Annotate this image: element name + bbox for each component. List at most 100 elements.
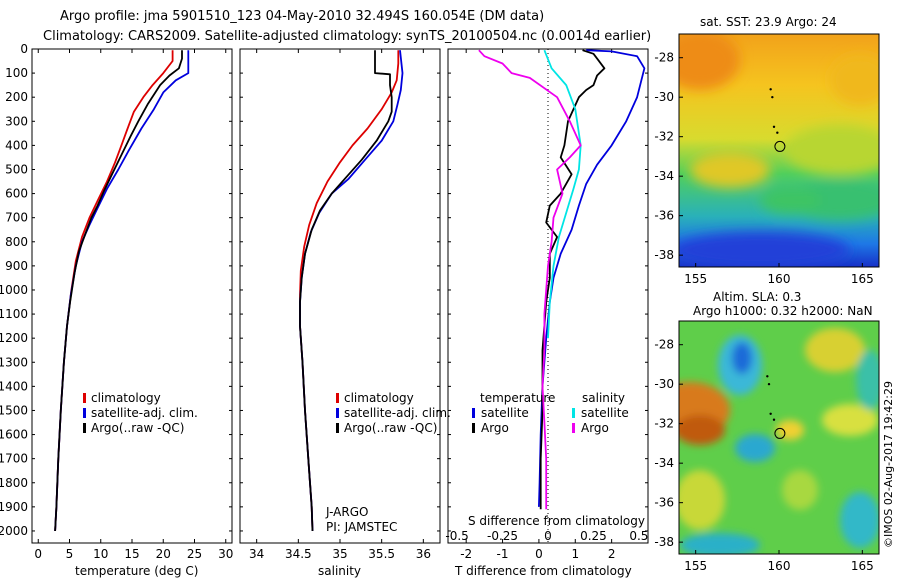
argo-track-dots — [766, 375, 776, 421]
sla-map-panel: Altim. SLA: 0.3 Argo h1000: 0.32 h2000: … — [654, 290, 880, 573]
temperature-profile-lines — [54, 50, 190, 532]
map-y-tick-label: -38 — [654, 535, 674, 549]
track-dot — [766, 375, 769, 378]
track-dot — [771, 95, 774, 99]
y-tick-label: 1900 — [0, 500, 28, 514]
map-y-tick-label: -28 — [654, 51, 674, 65]
s-tick-label: 0.25 — [580, 529, 607, 543]
x-tick-label: 34 — [249, 547, 264, 561]
sla-map-title: Altim. SLA: 0.3 — [713, 290, 801, 304]
figure-title-line1: Argo profile: jma 5901510_123 04-May-201… — [60, 9, 544, 24]
legend-label-satellite: satellite-adj. clim. — [91, 406, 198, 420]
series-line-climatology — [299, 50, 400, 532]
sla-field-patches — [679, 328, 879, 554]
x-tick-label: 0 — [34, 547, 42, 561]
legend-label-salinity-satellite: satellite — [581, 406, 629, 420]
x-tick-label: 0 — [535, 547, 543, 561]
salinity-profile-lines — [299, 50, 404, 532]
salinity-panel: 34 34.5 35 35.5 36 salinity climatology sate… — [239, 48, 451, 578]
legend-label-climatology: climatology — [91, 391, 161, 405]
imos-credit: ©IMOS 02-Aug-2017 19:42:29 — [882, 381, 895, 548]
s-tick-label: 0.5 — [629, 529, 648, 543]
x-tick-label: 5 — [66, 547, 74, 561]
map-y-tick-label: -32 — [654, 130, 674, 144]
y-tick-label: 1500 — [0, 403, 28, 417]
x-tick-label: 30 — [218, 547, 233, 561]
s-difference-x-ticks: -0.5 -0.25 0 0.25 0.5 — [445, 529, 648, 543]
y-tick-label: 1100 — [0, 307, 28, 321]
y-tick-label: 1600 — [0, 428, 28, 442]
y-tick-label: 700 — [5, 211, 28, 225]
y-tick-label: 1400 — [0, 379, 28, 393]
map-y-tick-label: -36 — [654, 496, 674, 510]
series-line-temperature-argo — [539, 49, 606, 510]
series-line-salinity-satellite — [543, 49, 582, 339]
salinity-legend: climatology satellite-adj. clim. Argo(..… — [336, 391, 451, 435]
y-tick-label: 1300 — [0, 355, 28, 369]
y-tick-label: 1200 — [0, 331, 28, 345]
x-tick-label: 1 — [571, 547, 579, 561]
legend-label-satellite: satellite-adj. clim. — [344, 406, 451, 420]
sst-map-title: sat. SST: 23.9 Argo: 24 — [700, 15, 837, 29]
track-dot — [769, 412, 772, 416]
legend-swatch-climatology — [336, 393, 339, 403]
legend-title-temperature: temperature — [480, 391, 555, 405]
salinity-axes-frame — [239, 48, 441, 544]
x-tick-label: 2 — [608, 547, 616, 561]
map-y-tick-label: -28 — [654, 338, 674, 352]
map-y-tick-label: -30 — [654, 90, 674, 104]
series-line-temperature-satellite — [538, 49, 646, 507]
sla-map-ticks: 155 160 165 -28 -30 -32 -34 -36 -38 — [654, 338, 873, 573]
sla-heatmap — [679, 321, 879, 554]
y-tick-label: 300 — [5, 114, 28, 128]
series-line-salinity-argo — [478, 49, 582, 510]
argo-position-marker — [774, 427, 786, 439]
t-difference-axis-label: T difference from climatology — [454, 564, 632, 578]
legend-title-salinity: salinity — [582, 391, 625, 405]
legend-label-argo: Argo(..raw -QC) — [344, 421, 437, 435]
sst-heatmap — [679, 34, 879, 267]
legend-label-argo: Argo(..raw -QC) — [91, 421, 184, 435]
s-tick-label: 0 — [544, 529, 552, 543]
s-tick-label: -0.5 — [445, 529, 468, 543]
t-difference-x-ticks: -2 -1 0 1 2 — [460, 49, 615, 561]
legend-label-salinity-argo: Argo — [581, 421, 609, 435]
map-x-tick-label: 155 — [684, 272, 707, 286]
y-tick-label: 1000 — [0, 283, 28, 297]
temperature-x-ticks: 0 5 10 15 20 25 30 — [34, 49, 233, 561]
map-y-tick-label: -34 — [654, 169, 674, 183]
x-tick-label: -2 — [460, 547, 472, 561]
y-tick-label: 0 — [20, 42, 28, 56]
temperature-x-axis-label: temperature (deg C) — [75, 564, 198, 578]
map-x-tick-label: 165 — [851, 272, 874, 286]
x-tick-label: 35.5 — [368, 547, 395, 561]
s-difference-axis-label: S difference from climatology — [468, 514, 645, 528]
map-y-tick-label: -32 — [654, 417, 674, 431]
legend-label-temperature-satellite: satellite — [481, 406, 529, 420]
map-x-tick-label: 155 — [684, 559, 707, 573]
y-tick-label: 500 — [5, 162, 28, 176]
temperature-panel: 0 5 10 15 20 25 30 010020030040050060070080090… — [0, 42, 648, 578]
legend-swatch-satellite — [83, 408, 86, 418]
series-line-satellite-adj-clim — [54, 50, 190, 532]
legend-swatch-temperature-satellite — [472, 408, 475, 418]
salinity-x-axis-label: salinity — [318, 564, 361, 578]
x-tick-label: 15 — [124, 547, 139, 561]
y-tick-label: 900 — [5, 259, 28, 273]
y-tick-label: 600 — [5, 187, 28, 201]
depth-y-ticks: 0 100 200 300 400 500 600 700 800 900 1000 1100 1200… — [0, 42, 648, 538]
x-tick-label: 36 — [416, 547, 431, 561]
legend-swatch-salinity-satellite — [572, 408, 575, 418]
sst-map-panel: sat. SST: 23.9 Argo: 24 155 160 165 -28 -30 -… — [654, 15, 880, 286]
legend-swatch-climatology — [83, 393, 86, 403]
legend-label-climatology: climatology — [344, 391, 414, 405]
y-tick-label: 800 — [5, 235, 28, 249]
difference-panel: -2 -1 0 1 2 -0.5 -0.25 0 0.25 0.5 S difference f… — [445, 48, 649, 578]
series-line-argo-raw-qc — [299, 50, 393, 532]
x-tick-label: 35 — [332, 547, 347, 561]
x-tick-label: 10 — [93, 547, 108, 561]
map-x-tick-label: 160 — [768, 559, 791, 573]
map-y-tick-label: -34 — [654, 456, 674, 470]
s-tick-label: -0.25 — [487, 529, 518, 543]
